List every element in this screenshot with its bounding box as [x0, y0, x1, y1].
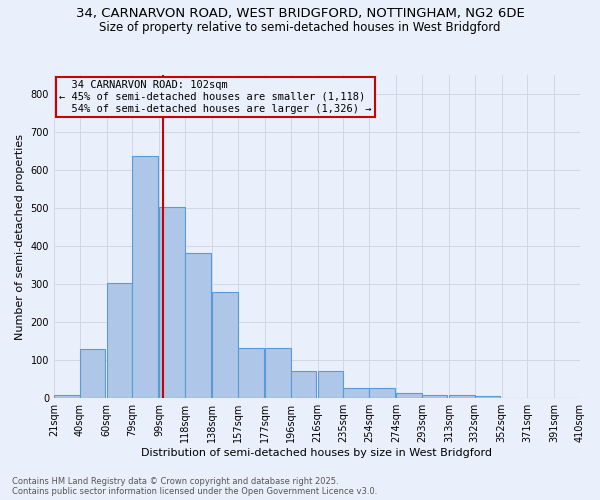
- Bar: [290, 371, 316, 398]
- Bar: [475, 396, 500, 398]
- Bar: [343, 388, 369, 398]
- Bar: [422, 394, 448, 398]
- Bar: [54, 394, 80, 398]
- Bar: [80, 349, 106, 398]
- Bar: [107, 283, 133, 398]
- Text: Contains HM Land Registry data © Crown copyright and database right 2025.
Contai: Contains HM Land Registry data © Crown c…: [12, 476, 377, 496]
- Bar: [265, 348, 290, 398]
- Bar: [160, 208, 185, 398]
- Bar: [449, 394, 475, 398]
- Bar: [396, 393, 422, 398]
- Bar: [238, 348, 263, 398]
- Bar: [133, 156, 158, 398]
- Bar: [185, 252, 211, 398]
- Y-axis label: Number of semi-detached properties: Number of semi-detached properties: [15, 134, 25, 340]
- Bar: [369, 388, 395, 398]
- Bar: [212, 292, 238, 398]
- Text: Size of property relative to semi-detached houses in West Bridgford: Size of property relative to semi-detach…: [99, 21, 501, 34]
- Text: 34 CARNARVON ROAD: 102sqm
← 45% of semi-detached houses are smaller (1,118)
  54: 34 CARNARVON ROAD: 102sqm ← 45% of semi-…: [59, 80, 371, 114]
- X-axis label: Distribution of semi-detached houses by size in West Bridgford: Distribution of semi-detached houses by …: [142, 448, 493, 458]
- Text: 34, CARNARVON ROAD, WEST BRIDGFORD, NOTTINGHAM, NG2 6DE: 34, CARNARVON ROAD, WEST BRIDGFORD, NOTT…: [76, 8, 524, 20]
- Bar: [317, 371, 343, 398]
